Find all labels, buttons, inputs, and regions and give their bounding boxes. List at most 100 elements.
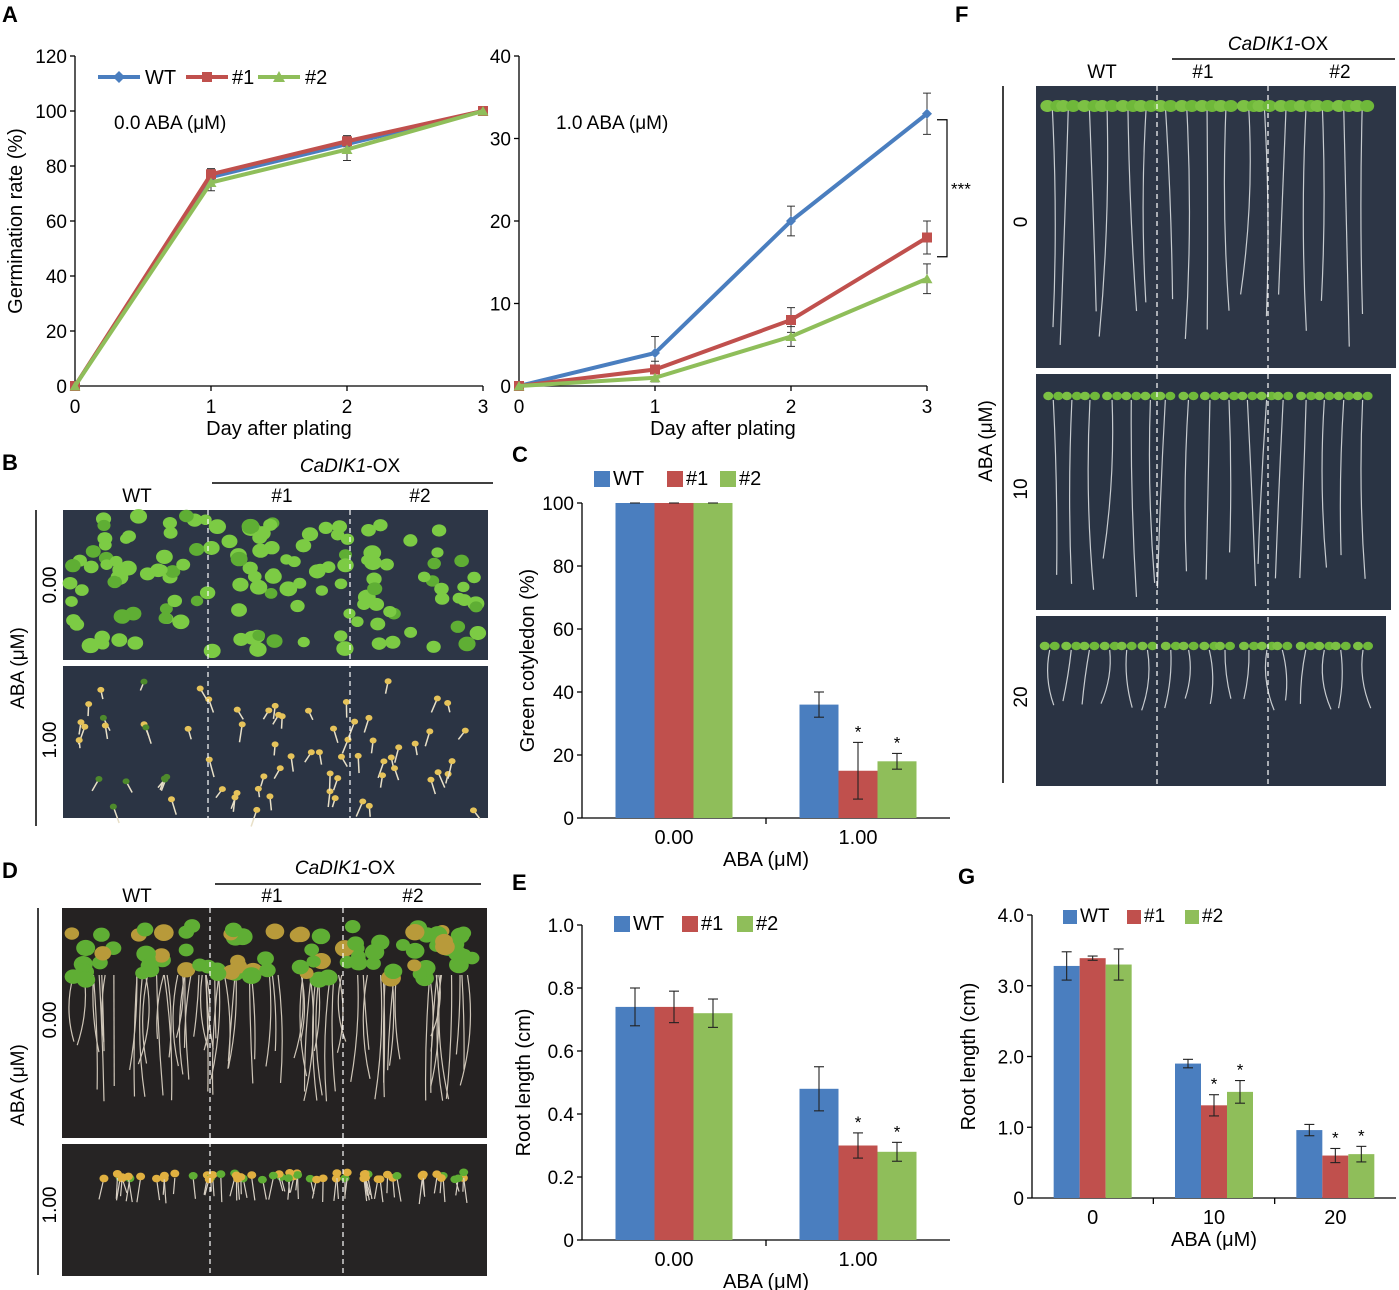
root	[1228, 399, 1232, 553]
plate-photo-10	[1036, 374, 1391, 610]
root	[438, 974, 450, 1100]
cotyledon	[165, 565, 181, 578]
root	[295, 1177, 298, 1191]
cotyledon	[95, 638, 110, 650]
cotyledon	[107, 575, 122, 589]
root	[155, 974, 164, 1096]
seedlings-b-bottom	[75, 678, 481, 827]
cotyledon	[361, 1173, 371, 1182]
cotyledon	[418, 1170, 428, 1179]
cotyledon	[1296, 391, 1307, 401]
root	[1069, 399, 1073, 584]
cotyledon	[426, 728, 434, 735]
legend-wt-label: WT	[145, 67, 176, 89]
significance-label: *	[855, 722, 862, 741]
legend-label-#2: #2	[756, 913, 778, 935]
cotyledon	[354, 752, 362, 759]
cotyledon	[1066, 100, 1081, 112]
legend: WT #1 #2	[614, 913, 778, 935]
cotyledon	[122, 778, 130, 785]
cotyledon	[161, 776, 169, 783]
cotyledon	[1350, 100, 1365, 112]
cotyledon	[158, 612, 173, 624]
x-tick-label: 0.00	[655, 827, 694, 849]
cotyledon	[184, 919, 201, 933]
bar-WT-1.00	[799, 704, 839, 818]
cotyledon	[243, 970, 260, 984]
x-tick-label: 1.00	[839, 827, 878, 849]
cotyledon	[266, 570, 282, 584]
cotyledon	[1273, 100, 1288, 112]
cotyledon	[375, 1175, 385, 1183]
root	[1360, 399, 1366, 579]
root	[311, 974, 318, 1101]
cotyledon	[1174, 100, 1189, 112]
col-2-label: #2	[1329, 62, 1350, 83]
root	[199, 974, 209, 1048]
y-tick-label: 0	[1013, 1189, 1024, 1210]
x-tick-label: 1	[206, 397, 217, 418]
root	[336, 1177, 340, 1200]
root	[1081, 649, 1090, 705]
cotyledon	[264, 587, 278, 599]
cotyledon	[271, 702, 279, 709]
root	[1100, 649, 1111, 704]
cotyledon	[337, 558, 354, 573]
cotyledon	[365, 957, 381, 970]
significance-bracket	[937, 119, 948, 258]
cotyledon	[369, 737, 377, 744]
x-tick-label: 0	[1087, 1207, 1098, 1229]
series-line-#2	[513, 273, 933, 391]
cotyledon	[275, 711, 283, 718]
cotyledon	[371, 637, 387, 650]
root	[92, 974, 98, 1090]
legend-swatch-#1	[682, 916, 698, 932]
cotyledon	[450, 927, 470, 944]
root	[463, 1177, 468, 1204]
cotyledon	[287, 753, 295, 760]
root	[364, 1177, 370, 1201]
cotyledon	[1360, 100, 1375, 112]
root	[315, 974, 323, 1096]
root	[1164, 649, 1172, 709]
cotyledon	[293, 1171, 303, 1179]
cotyledon	[76, 939, 96, 957]
cotyledon	[1131, 391, 1142, 401]
cotyledon	[427, 776, 435, 783]
y-tick-label: 0	[56, 377, 67, 398]
cotyledon	[216, 1170, 226, 1178]
root	[1046, 649, 1055, 706]
cotyledon	[190, 595, 204, 607]
cotyledon	[435, 938, 455, 956]
root	[362, 974, 371, 1079]
root	[1059, 109, 1069, 345]
root	[1127, 109, 1138, 312]
bar-WT-10	[1175, 1063, 1201, 1198]
cotyledon	[1256, 391, 1267, 401]
root	[1277, 109, 1287, 295]
cotyledon	[457, 581, 470, 593]
plate-photo-bottom	[62, 1144, 487, 1276]
cotyledon	[232, 577, 249, 592]
plate-photo-0	[1036, 86, 1396, 368]
cotyledon	[153, 948, 170, 963]
cotyledon	[291, 959, 309, 975]
root	[1102, 399, 1114, 559]
cotyledon	[301, 527, 319, 542]
cotyledon	[450, 620, 466, 633]
cotyledon	[62, 576, 78, 590]
cotyledon	[1115, 100, 1130, 112]
significance-label: *	[894, 733, 901, 752]
significance-label: *	[1237, 1061, 1244, 1080]
y-tick-label: 100	[542, 494, 574, 515]
cotyledon	[1105, 100, 1120, 112]
cotyledon	[1229, 391, 1240, 401]
root	[344, 1177, 348, 1196]
cotyledon	[1071, 641, 1082, 651]
root	[367, 1177, 373, 1200]
cotyledon	[253, 806, 261, 813]
cotyledon	[458, 636, 476, 652]
x-tick-label: 0	[70, 397, 81, 418]
cotyledon	[231, 794, 239, 801]
cotyledon	[291, 926, 310, 943]
